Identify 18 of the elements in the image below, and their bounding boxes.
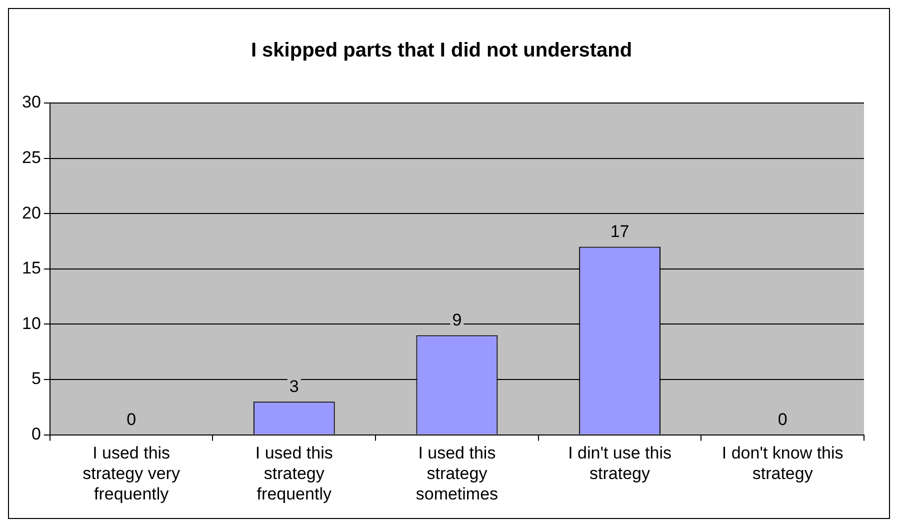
y-tick-label: 25	[22, 148, 41, 167]
data-label: 9	[452, 310, 462, 330]
y-tick-label: 15	[22, 258, 41, 278]
y-tick-label: 30	[22, 92, 41, 112]
x-tick-label: I used this strategy frequently	[255, 444, 333, 504]
data-label: 0	[126, 410, 136, 429]
x-tick-label: I din't use this strategy	[568, 444, 672, 484]
data-label: 17	[610, 222, 630, 241]
y-tick-label: 10	[22, 314, 41, 333]
data-label: 0	[778, 410, 788, 429]
y-tick-label: 20	[22, 203, 41, 222]
x-tick-label: I used this strategy very frequently	[82, 444, 180, 504]
y-tick-label: 5	[31, 369, 41, 388]
x-tick-label: I used this strategy sometimes	[416, 444, 498, 504]
x-tick-label: I don't know this strategy	[722, 444, 844, 484]
data-label: 3	[289, 376, 299, 396]
y-tick-label: 0	[31, 424, 41, 444]
chart-title: I skipped parts that I did not understand	[250, 40, 632, 62]
